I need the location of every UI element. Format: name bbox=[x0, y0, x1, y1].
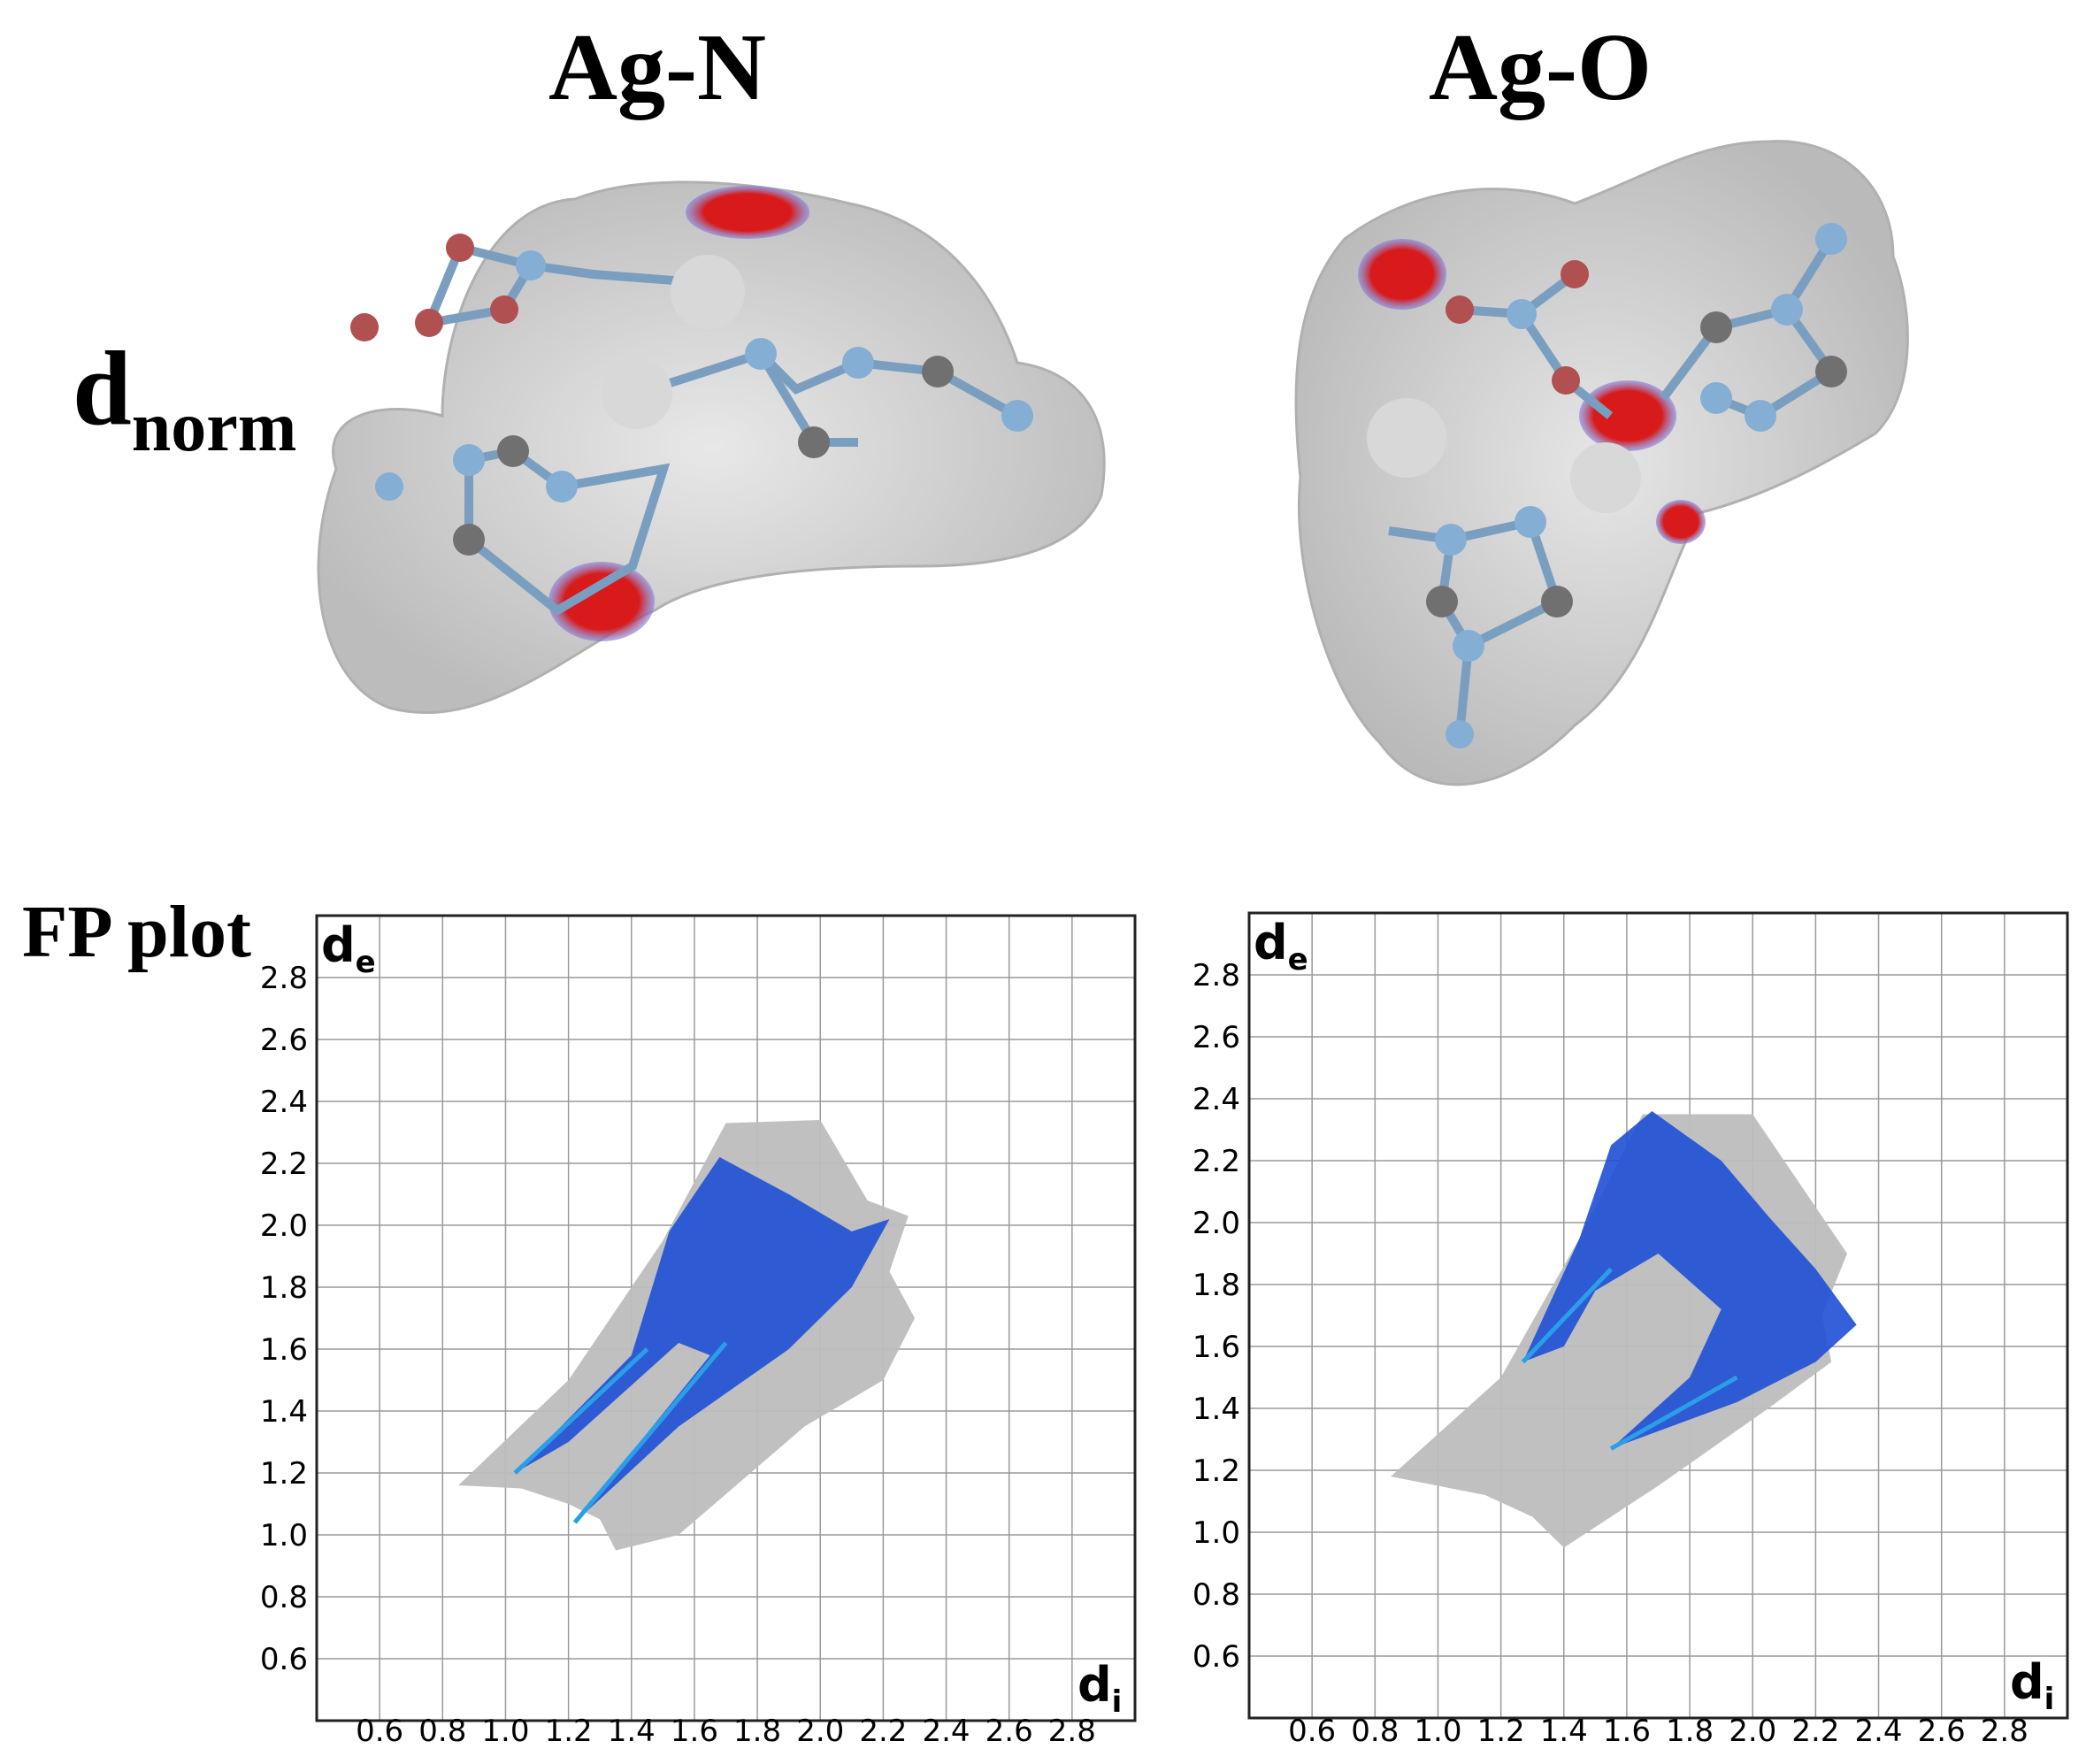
hirshfeld-surface-ag-o bbox=[1294, 140, 1909, 786]
x-axis-label: di bbox=[2010, 1654, 2054, 1717]
y-tick-label: 1.2 bbox=[260, 1456, 308, 1492]
hirshfeld-surface-ag-n bbox=[317, 180, 1106, 714]
molecule-atoms bbox=[1367, 223, 1847, 748]
x-tick-label: 2.2 bbox=[859, 1714, 907, 1749]
y-axis-label: de bbox=[1254, 915, 1308, 978]
y-tick-label: 1.2 bbox=[1193, 1453, 1240, 1489]
y-tick-label: 2.4 bbox=[260, 1085, 308, 1120]
x-tick-label: 2.8 bbox=[1981, 1714, 2028, 1749]
y-axis-label: de bbox=[321, 917, 376, 980]
y-tick-label: 2.8 bbox=[1193, 958, 1240, 993]
x-tick-label: 1.0 bbox=[1414, 1714, 1461, 1749]
fingerprint-spike bbox=[572, 1341, 728, 1524]
x-tick-label: 1.6 bbox=[671, 1714, 718, 1749]
x-tick-label: 2.6 bbox=[1918, 1714, 1966, 1749]
fingerprint-spike bbox=[1521, 1267, 1613, 1364]
fingerprint-region-blue bbox=[1522, 1111, 1857, 1449]
y-tick-label: 1.6 bbox=[260, 1332, 308, 1368]
plot-frame bbox=[1247, 911, 2069, 1720]
x-tick-label: 1.6 bbox=[1603, 1714, 1651, 1749]
x-tick-label: 0.6 bbox=[1288, 1714, 1336, 1749]
x-tick-label: 2.2 bbox=[1791, 1714, 1839, 1749]
hotspot bbox=[1358, 239, 1446, 310]
x-tick-label: 2.4 bbox=[922, 1714, 970, 1749]
y-tick-label: 1.4 bbox=[1193, 1392, 1240, 1427]
x-tick-label: 2.0 bbox=[796, 1714, 844, 1749]
y-tick-label: 2.6 bbox=[260, 1023, 308, 1058]
hotspot bbox=[548, 562, 655, 641]
y-tick-label: 0.6 bbox=[1193, 1639, 1240, 1675]
y-tick-label: 0.6 bbox=[260, 1642, 308, 1677]
fp-plot-row-label: FP plot bbox=[22, 891, 252, 973]
fingerprint-region-blue bbox=[515, 1157, 890, 1522]
y-tick-label: 2.0 bbox=[1193, 1206, 1240, 1241]
x-tick-label: 0.8 bbox=[418, 1714, 466, 1749]
molecule-atoms bbox=[350, 234, 1033, 556]
chart-title-ag-o: Ag-O bbox=[1429, 15, 1652, 120]
y-tick-label: 1.8 bbox=[260, 1270, 308, 1306]
y-tick-label: 2.2 bbox=[260, 1147, 308, 1182]
y-tick-label: 1.8 bbox=[1193, 1268, 1240, 1303]
x-axis-label: di bbox=[1078, 1657, 1122, 1720]
y-tick-label: 1.6 bbox=[1193, 1330, 1240, 1365]
y-tick-label: 1.4 bbox=[260, 1394, 308, 1430]
fingerprint-spike bbox=[1609, 1375, 1738, 1451]
x-tick-label: 2.0 bbox=[1729, 1714, 1776, 1749]
y-tick-label: 1.0 bbox=[260, 1518, 308, 1553]
x-tick-label: 0.8 bbox=[1351, 1714, 1399, 1749]
fingerprint-plot-ag-o: 0.6 0.8 1.0 1.2 1.4 1.6 1.8 2.0 2.2 2.4 2.6 2.8 0.6 0… bbox=[1193, 911, 2069, 1749]
x-tick-label: 1.4 bbox=[1540, 1714, 1588, 1749]
hotspot bbox=[686, 186, 809, 239]
x-tick-label: 0.6 bbox=[356, 1714, 403, 1749]
x-tick-label: 1.4 bbox=[608, 1714, 656, 1749]
y-tick-label: 2.0 bbox=[260, 1208, 308, 1244]
x-tick-label: 2.6 bbox=[985, 1714, 1033, 1749]
hotspot bbox=[1656, 500, 1706, 544]
fingerprint-spike bbox=[513, 1347, 649, 1475]
y-tick-label: 2.6 bbox=[1193, 1020, 1240, 1055]
y-tick-label: 1.0 bbox=[1193, 1515, 1240, 1551]
x-tick-label: 2.4 bbox=[1854, 1714, 1902, 1749]
x-tick-label: 1.8 bbox=[1666, 1714, 1714, 1749]
y-tick-label: 2.4 bbox=[1193, 1082, 1240, 1117]
y-tick-label: 0.8 bbox=[260, 1580, 308, 1615]
y-tick-label: 0.8 bbox=[1193, 1577, 1240, 1613]
plot-frame bbox=[315, 914, 1137, 1722]
x-tick-label: 1.2 bbox=[1477, 1714, 1525, 1749]
x-tick-label: 2.8 bbox=[1048, 1714, 1096, 1749]
dnorm-row-label: dnorm bbox=[73, 329, 297, 466]
y-tick-label: 2.2 bbox=[1193, 1144, 1240, 1179]
hotspot bbox=[1579, 380, 1676, 451]
x-tick-label: 1.2 bbox=[545, 1714, 593, 1749]
fingerprint-plot-ag-n: 0.6 0.8 1.0 1.2 1.4 1.6 1.8 2.0 2.2 2.4 2.6 2.8 0.6 0… bbox=[260, 914, 1137, 1749]
x-tick-label: 1.8 bbox=[733, 1714, 781, 1749]
x-tick-label: 1.0 bbox=[481, 1714, 529, 1749]
chart-title-ag-n: Ag-N bbox=[548, 15, 766, 120]
y-tick-label: 2.8 bbox=[260, 961, 308, 996]
